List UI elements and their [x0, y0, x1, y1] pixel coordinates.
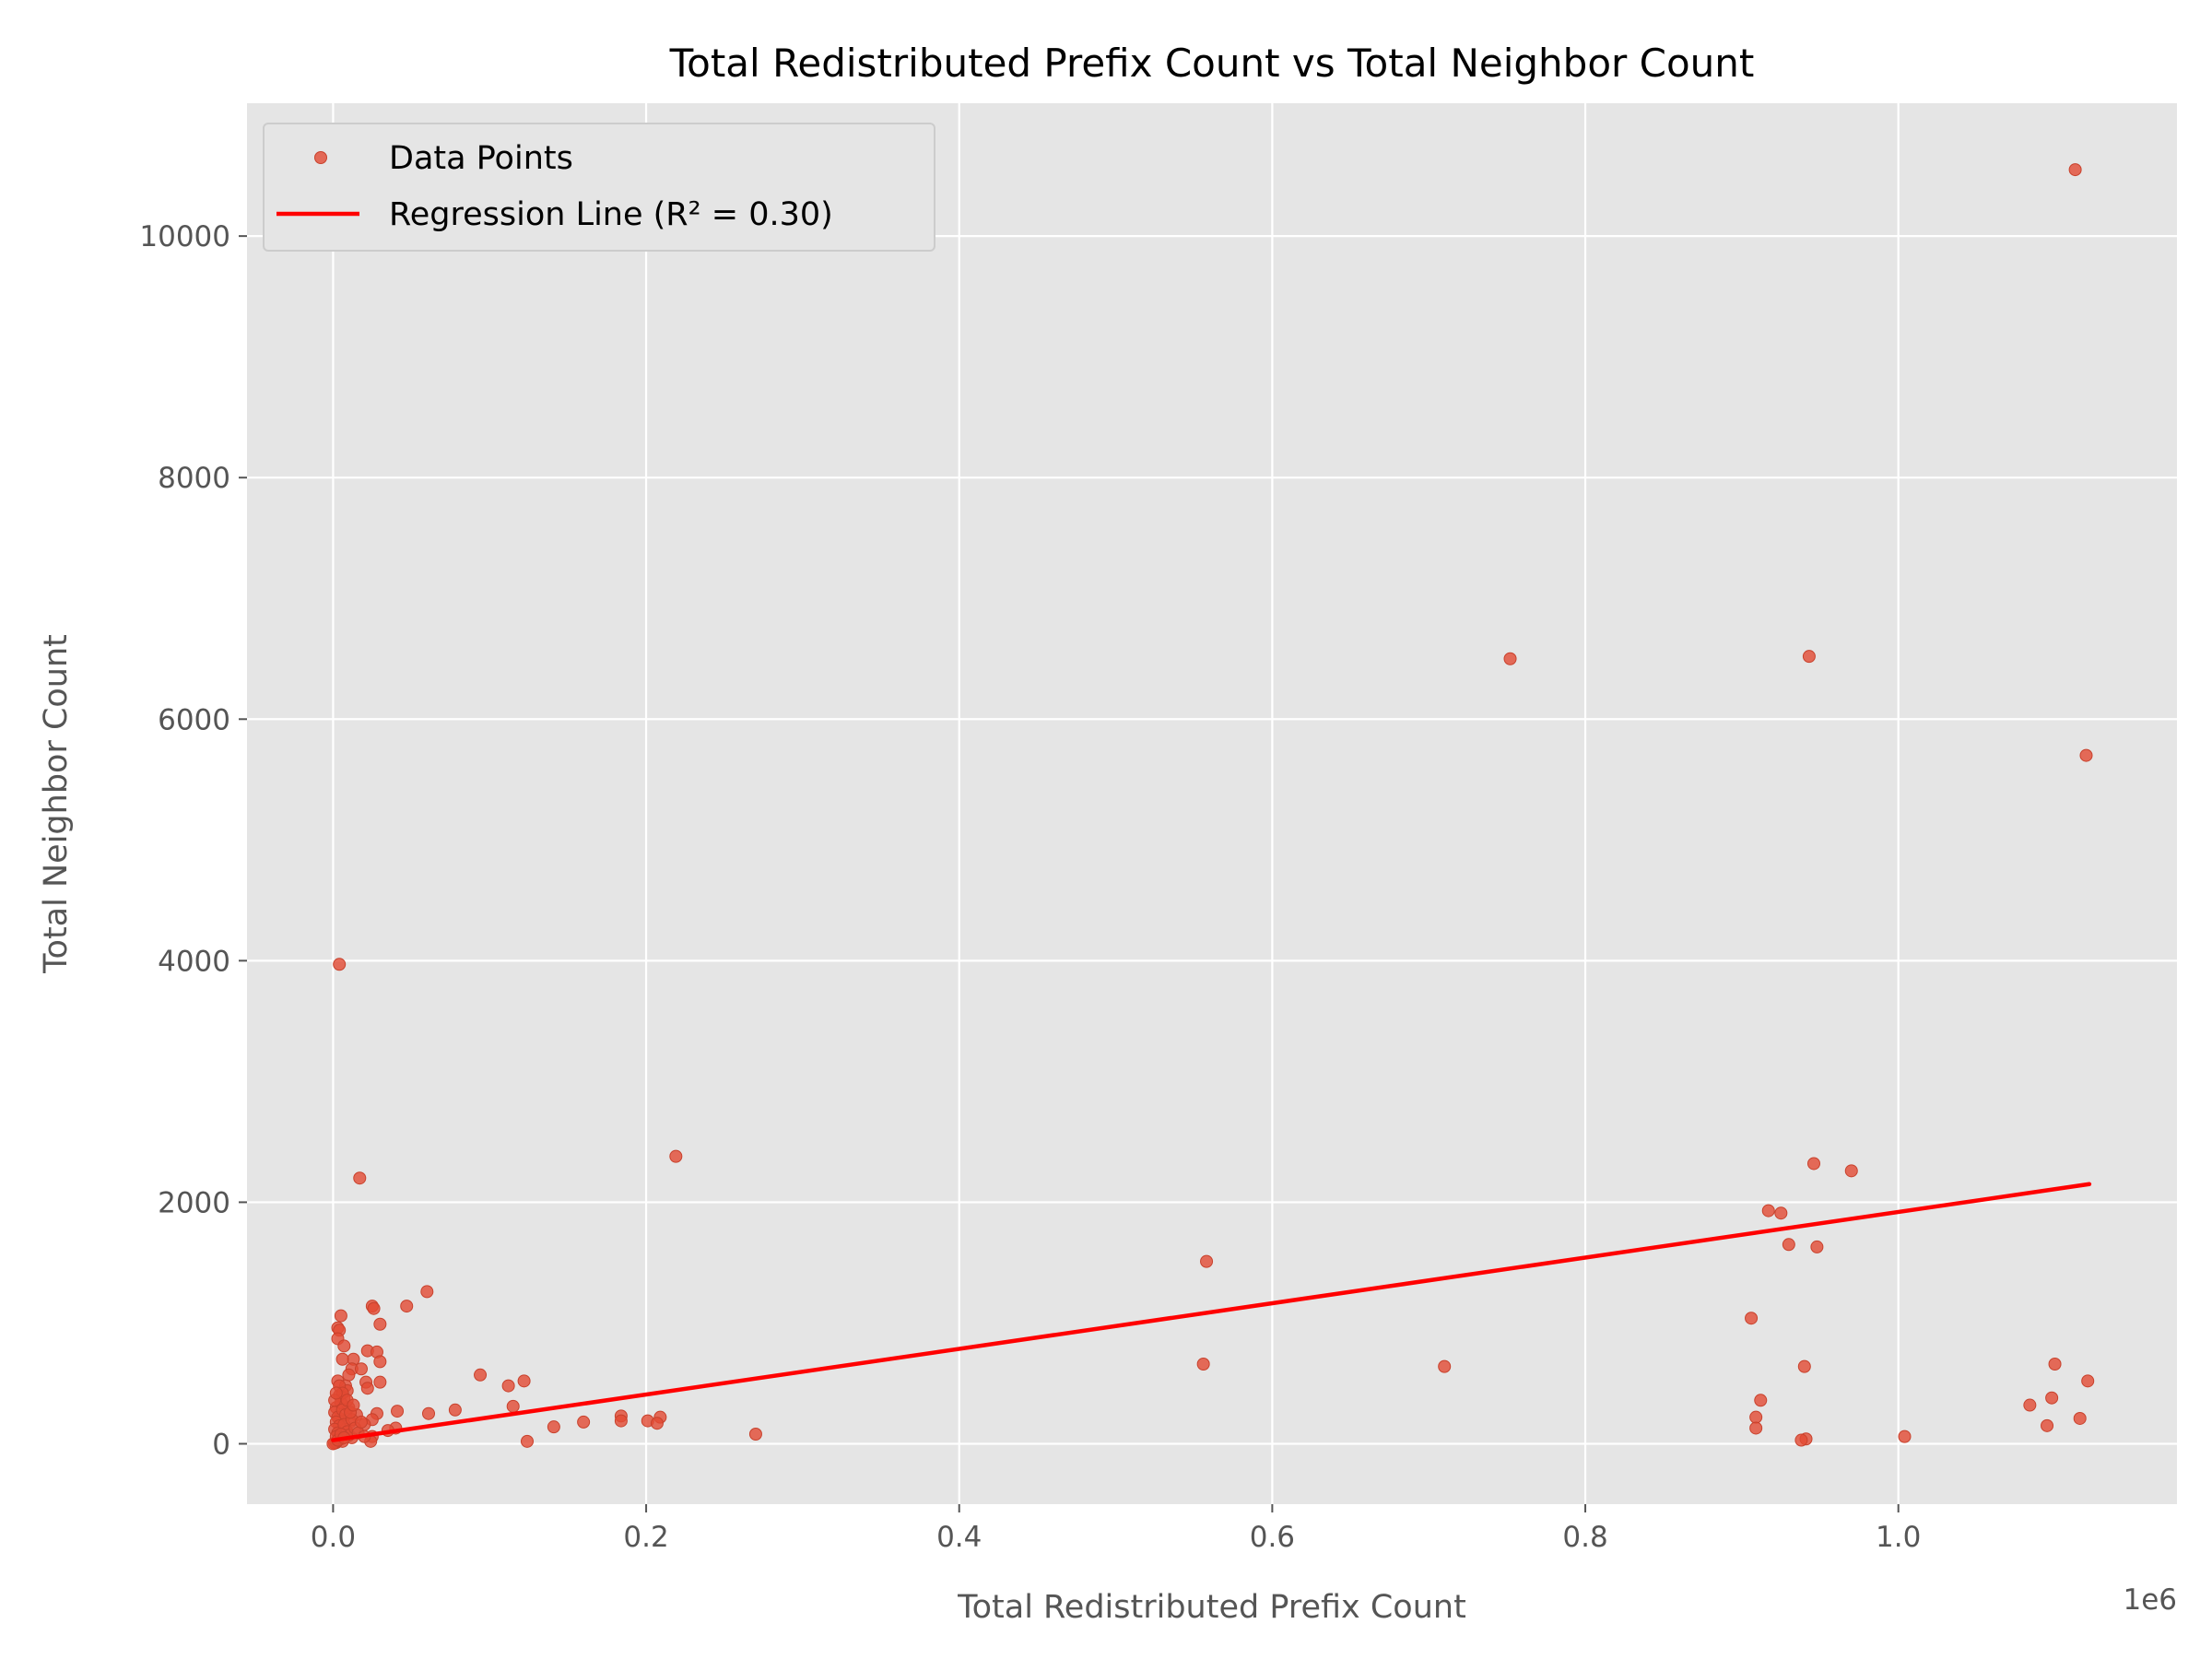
data-point [1782, 1238, 1795, 1252]
data-point [520, 1434, 534, 1448]
data-point [474, 1368, 488, 1382]
data-point [517, 1374, 531, 1388]
data-point [1196, 1358, 1210, 1371]
data-point [1810, 1240, 1824, 1253]
data-point [334, 1309, 347, 1323]
data-point [329, 1386, 343, 1400]
data-point [1797, 1359, 1811, 1373]
data-point [2041, 1418, 2054, 1432]
data-point [1503, 652, 1517, 665]
x-tick-label: 0.0 [311, 1521, 356, 1554]
legend-box [263, 123, 935, 252]
data-point [1844, 1164, 1858, 1178]
data-point [333, 958, 347, 971]
data-point [2045, 1391, 2059, 1405]
data-point [1438, 1359, 1452, 1373]
tick-labels: 0.0 0.2 0.4 0.6 0.8 1.0 0 2000 4000 6000 8000 10000 [139, 220, 1921, 1554]
x-axis-title: Total Redistributed Prefix Count [957, 1589, 1466, 1626]
data-point [1806, 1157, 1820, 1171]
data-point [501, 1379, 515, 1393]
data-point [2079, 748, 2093, 762]
data-point [2023, 1398, 2037, 1412]
data-point [1794, 1433, 1808, 1447]
data-point [1754, 1394, 1768, 1407]
data-point [391, 1405, 405, 1418]
data-point [1200, 1254, 1214, 1268]
data-point [1898, 1430, 1912, 1443]
data-point [373, 1375, 387, 1389]
legend: Data Points Regression Line (R² = 0.30) [263, 123, 935, 252]
y-tick-label: 2000 [158, 1186, 230, 1219]
data-point [1774, 1206, 1788, 1220]
data-point [353, 1171, 367, 1185]
x-axis-offset-label: 1e6 [2123, 1583, 2177, 1617]
data-point [373, 1317, 387, 1331]
regression-line [331, 1182, 2092, 1442]
data-point [650, 1417, 664, 1430]
data-point [1749, 1410, 1763, 1424]
y-tick-label: 6000 [158, 703, 230, 736]
y-tick-label: 8000 [158, 462, 230, 495]
y-tick-label: 4000 [158, 945, 230, 978]
data-point [400, 1300, 414, 1313]
data-point [2081, 1374, 2095, 1388]
data-point [669, 1149, 683, 1163]
data-point [1761, 1204, 1775, 1218]
data-point [422, 1406, 436, 1420]
data-point [2048, 1358, 2062, 1371]
data-point [337, 1339, 351, 1353]
data-point [354, 1415, 368, 1429]
x-tick-label: 1.0 [1876, 1521, 1921, 1554]
plot-area [247, 103, 2177, 1504]
data-point [1745, 1312, 1759, 1325]
data-point [448, 1403, 462, 1417]
y-tick-label: 0 [212, 1428, 230, 1461]
regression-line-layer [331, 1182, 2092, 1442]
data-point [373, 1355, 387, 1369]
data-point [1749, 1421, 1763, 1435]
x-tick-label: 0.4 [936, 1521, 982, 1554]
legend-marker-data-points [314, 151, 327, 164]
data-point [347, 1398, 360, 1412]
data-point [547, 1420, 560, 1434]
x-tick-label: 0.6 [1250, 1521, 1295, 1554]
data-point [360, 1382, 374, 1395]
data-point [1802, 650, 1816, 664]
data-point [2068, 163, 2082, 177]
data-point [420, 1285, 434, 1299]
legend-label-data-points: Data Points [389, 140, 573, 177]
data-point [577, 1415, 591, 1429]
data-point [354, 1362, 368, 1376]
y-tick-label: 10000 [139, 220, 230, 253]
data-point [342, 1368, 356, 1382]
data-point [748, 1428, 762, 1441]
data-point [614, 1414, 628, 1428]
grid-lines [247, 103, 2177, 1504]
data-point [367, 1301, 381, 1315]
legend-label-regression-line: Regression Line (R² = 0.30) [389, 196, 833, 233]
data-point [335, 1352, 349, 1366]
data-points [326, 163, 2095, 1451]
data-point [506, 1399, 520, 1413]
x-tick-label: 0.8 [1562, 1521, 1607, 1554]
y-axis-title: Total Neighbor Count [38, 634, 75, 974]
x-tick-label: 0.2 [623, 1521, 668, 1554]
data-point [2073, 1411, 2087, 1425]
chart-title: Total Redistributed Prefix Count vs Tota… [669, 41, 1755, 86]
